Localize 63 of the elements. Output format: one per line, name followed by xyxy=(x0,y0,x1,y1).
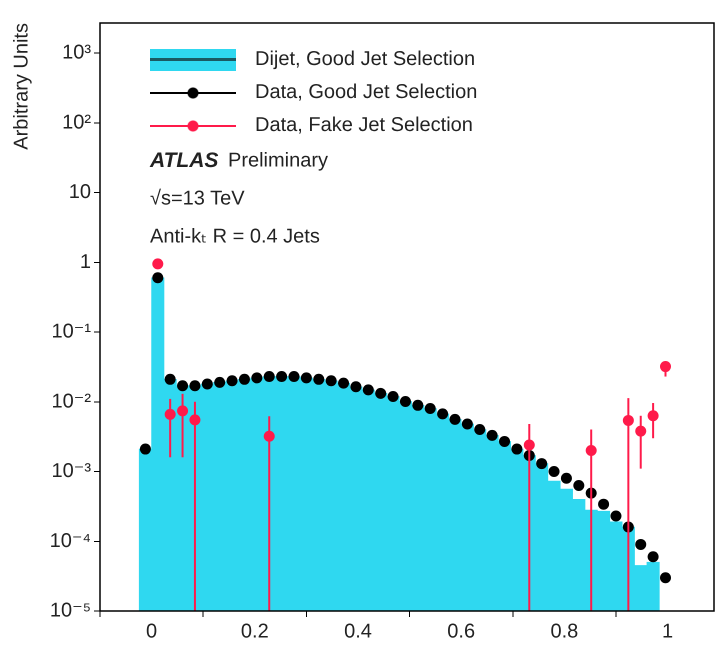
y-tick-label: 10⁻⁵ xyxy=(50,600,91,622)
point xyxy=(474,424,486,436)
point xyxy=(326,375,337,386)
point xyxy=(300,372,312,384)
point xyxy=(164,374,176,385)
point xyxy=(486,430,498,441)
point xyxy=(276,371,288,382)
point xyxy=(177,380,188,392)
x-tick-label: 1 xyxy=(662,620,674,643)
legend-label: Dijet, Good Jet Selection xyxy=(255,48,476,71)
y-axis-title: Arbitrary Units xyxy=(10,23,33,150)
point xyxy=(499,436,510,447)
point xyxy=(462,418,473,430)
x-tick-label: 0 xyxy=(146,620,158,643)
point xyxy=(610,510,622,522)
point xyxy=(226,375,238,386)
x-tick-label: 0.2 xyxy=(240,620,269,643)
point xyxy=(388,391,399,402)
point xyxy=(635,538,646,550)
point xyxy=(202,378,213,390)
annotation: Anti-kₜ R = 0.4 Jets xyxy=(150,226,320,248)
x-tick-label: 0.4 xyxy=(344,620,372,643)
point xyxy=(437,408,448,420)
point xyxy=(238,374,250,385)
point xyxy=(251,372,262,384)
point xyxy=(350,381,362,392)
annotation: √s=13 TeV xyxy=(150,188,246,210)
point xyxy=(573,480,584,492)
y-tick-label: 10⁻² xyxy=(52,390,92,412)
point xyxy=(264,371,275,382)
point xyxy=(412,400,424,411)
x-tick-label: 0.6 xyxy=(447,620,476,643)
point xyxy=(313,374,324,385)
point xyxy=(648,551,659,562)
point xyxy=(152,258,164,270)
point xyxy=(560,472,572,484)
point xyxy=(362,384,374,396)
point xyxy=(536,458,548,470)
point xyxy=(140,444,151,455)
y-tick-label: 10 xyxy=(68,181,91,204)
point xyxy=(214,376,226,388)
y-tick-label: 1 xyxy=(80,250,91,273)
point xyxy=(598,498,610,510)
y-tick-label: 10² xyxy=(62,111,92,134)
point xyxy=(449,414,460,425)
y-tick-label: 10⁻³ xyxy=(52,460,92,482)
legend-label: Data, Fake Jet Selection xyxy=(255,114,473,137)
point xyxy=(375,388,386,399)
point xyxy=(288,371,300,382)
point xyxy=(152,272,164,284)
point xyxy=(511,444,522,455)
point xyxy=(189,380,200,392)
point xyxy=(548,466,560,478)
y-tick-label: 10³ xyxy=(62,42,92,64)
x-tick-label: 0.8 xyxy=(550,620,578,643)
y-tick-label: 10⁻¹ xyxy=(52,320,92,343)
annotation: ATLAS Preliminary xyxy=(149,148,328,172)
y-tick-label: 10⁻⁴ xyxy=(50,530,91,552)
point xyxy=(424,403,436,414)
point xyxy=(338,378,350,389)
point xyxy=(400,396,411,407)
point xyxy=(660,572,671,584)
legend-label: Data, Good Jet Selection xyxy=(255,81,478,104)
